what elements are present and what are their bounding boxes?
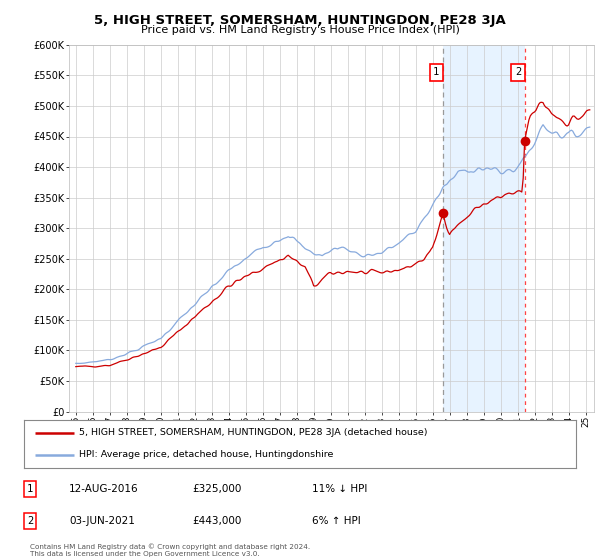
- Text: 5, HIGH STREET, SOMERSHAM, HUNTINGDON, PE28 3JA: 5, HIGH STREET, SOMERSHAM, HUNTINGDON, P…: [94, 14, 506, 27]
- Text: Price paid vs. HM Land Registry's House Price Index (HPI): Price paid vs. HM Land Registry's House …: [140, 25, 460, 35]
- Text: 5, HIGH STREET, SOMERSHAM, HUNTINGDON, PE28 3JA (detached house): 5, HIGH STREET, SOMERSHAM, HUNTINGDON, P…: [79, 428, 428, 437]
- Text: 12-AUG-2016: 12-AUG-2016: [69, 484, 139, 494]
- Text: 1: 1: [433, 67, 439, 77]
- Text: HPI: Average price, detached house, Huntingdonshire: HPI: Average price, detached house, Hunt…: [79, 450, 334, 459]
- Text: 11% ↓ HPI: 11% ↓ HPI: [312, 484, 367, 494]
- Text: £443,000: £443,000: [192, 516, 241, 526]
- Text: £325,000: £325,000: [192, 484, 241, 494]
- Text: 6% ↑ HPI: 6% ↑ HPI: [312, 516, 361, 526]
- Bar: [443, 45, 524, 412]
- Text: 1: 1: [27, 484, 33, 494]
- Text: 03-JUN-2021: 03-JUN-2021: [69, 516, 135, 526]
- Text: 2: 2: [515, 67, 521, 77]
- Text: Contains HM Land Registry data © Crown copyright and database right 2024.
This d: Contains HM Land Registry data © Crown c…: [30, 544, 310, 557]
- Text: 2: 2: [27, 516, 33, 526]
